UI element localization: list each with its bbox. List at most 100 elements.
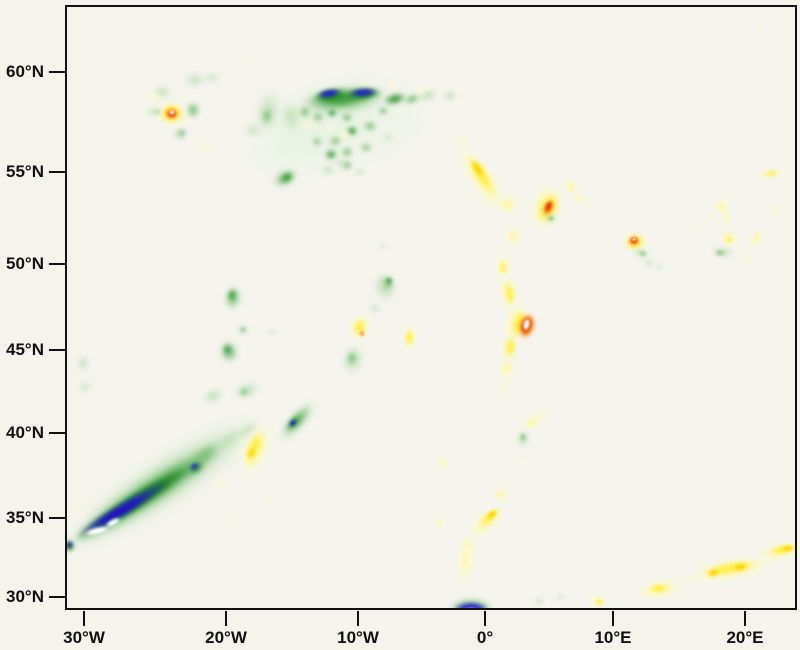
anomaly-blob	[339, 130, 350, 139]
anomaly-blob	[328, 135, 341, 146]
anomaly-blob	[452, 601, 489, 608]
anomaly-blob	[459, 544, 470, 575]
anomaly-blob	[684, 224, 691, 231]
anomaly-blob	[244, 123, 261, 136]
anomaly-blob	[404, 327, 415, 348]
anomaly-blob	[334, 158, 345, 167]
anomaly-blob	[237, 386, 250, 397]
anomaly-blob	[320, 164, 335, 175]
anomaly-blob	[631, 238, 636, 241]
y-axis-tick	[49, 70, 65, 74]
anomaly-blob	[382, 133, 393, 142]
anomaly-blob	[695, 227, 704, 234]
anomaly-blob	[439, 457, 446, 466]
y-axis-tick	[49, 348, 65, 352]
anomaly-blob	[362, 120, 377, 131]
anomaly-blob	[198, 384, 227, 407]
y-tick-label: 35°N	[6, 508, 44, 527]
y-axis-tick	[49, 262, 65, 266]
anomaly-blob	[240, 54, 249, 61]
anomaly-blob	[584, 197, 595, 208]
x-tick-label: 10°E	[594, 628, 632, 647]
anomaly-blob	[67, 541, 73, 548]
anomaly-blob	[706, 567, 721, 578]
x-axis-tick	[483, 611, 487, 626]
anomaly-blob	[324, 149, 337, 160]
anomaly-blob	[501, 359, 512, 376]
x-axis-tick	[82, 611, 86, 626]
anomaly-blob	[311, 137, 322, 146]
y-axis-tick	[49, 170, 65, 174]
anomaly-blob	[345, 349, 358, 366]
anomaly-blob	[498, 379, 511, 396]
anomaly-blob	[183, 72, 206, 87]
anomaly-blob	[379, 242, 386, 249]
contour-field-layer	[67, 7, 795, 608]
anomaly-blob	[521, 458, 528, 465]
anomaly-blob	[340, 113, 353, 122]
anomaly-blob	[377, 106, 388, 115]
x-tick-label: 0°	[476, 628, 494, 647]
y-tick-label: 45°N	[6, 340, 44, 359]
anomaly-blob	[442, 90, 457, 101]
anomaly-blob	[458, 606, 483, 608]
anomaly-blob	[533, 598, 544, 605]
anomaly-blob	[556, 593, 565, 600]
anomaly-blob	[79, 380, 90, 393]
anomaly-blob	[775, 167, 790, 176]
x-axis-tick	[224, 611, 228, 626]
anomaly-blob	[204, 72, 219, 83]
y-tick-label: 30°N	[6, 587, 44, 606]
anomaly-blob	[239, 327, 246, 332]
anomaly-blob	[769, 203, 782, 216]
anomaly-blob	[226, 287, 237, 302]
anomaly-blob	[725, 236, 732, 243]
y-tick-label: 50°N	[6, 254, 44, 273]
anomaly-blob	[267, 328, 276, 335]
anomaly-blob	[340, 146, 353, 157]
anomaly-blob	[593, 597, 604, 606]
x-tick-label: 20°E	[726, 628, 764, 647]
anomaly-blob	[263, 496, 272, 503]
anomaly-blob	[742, 251, 753, 264]
anomaly-blob	[369, 304, 380, 313]
anomaly-blob	[345, 125, 358, 136]
anomaly-blob	[185, 101, 200, 118]
anomaly-blob	[384, 276, 393, 285]
anomaly-blob	[754, 24, 763, 31]
anomaly-blob	[325, 124, 334, 131]
anomaly-blob	[576, 193, 583, 202]
x-tick-label: 10°W	[337, 628, 379, 647]
anomaly-blob	[656, 263, 663, 270]
anomaly-blob	[358, 330, 365, 337]
anomaly-blob	[547, 216, 554, 221]
anomaly-blob	[706, 214, 715, 221]
x-tick-label: 20°W	[205, 628, 247, 647]
anomaly-blob	[148, 91, 161, 102]
anomaly-blob	[645, 258, 654, 267]
y-tick-label: 55°N	[6, 162, 44, 181]
x-axis-tick	[356, 611, 360, 626]
anomaly-blob	[222, 343, 233, 356]
anomaly-blob	[438, 519, 443, 526]
anomaly-blob	[722, 215, 729, 222]
x-axis-tick	[743, 611, 747, 626]
anomaly-blob	[668, 232, 675, 239]
anomaly-blob	[226, 516, 239, 525]
anomaly-blob	[519, 432, 526, 441]
y-axis-tick	[49, 431, 65, 435]
anomaly-blob	[260, 107, 273, 124]
y-axis-tick	[49, 516, 65, 520]
anomaly-blob	[76, 354, 89, 371]
anomaly-blob	[301, 120, 312, 129]
x-axis-tick	[611, 611, 615, 626]
anomaly-blob	[326, 108, 337, 117]
x-tick-label: 30°W	[63, 628, 105, 647]
anomaly-blob	[146, 106, 157, 117]
anomaly-blob	[508, 475, 517, 484]
y-tick-label: 40°N	[6, 423, 44, 442]
y-axis-tick	[49, 595, 65, 599]
anomaly-blob	[83, 498, 92, 505]
anomaly-blob	[177, 128, 186, 137]
